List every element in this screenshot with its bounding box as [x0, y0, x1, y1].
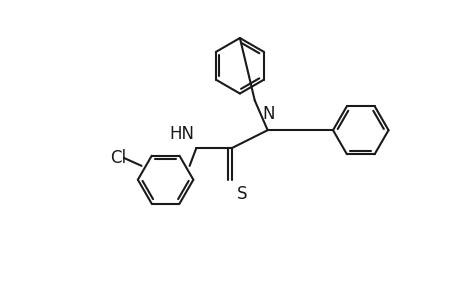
- Text: S: S: [236, 185, 246, 203]
- Text: HN: HN: [169, 125, 194, 143]
- Text: N: N: [262, 105, 274, 123]
- Text: Cl: Cl: [110, 149, 126, 167]
